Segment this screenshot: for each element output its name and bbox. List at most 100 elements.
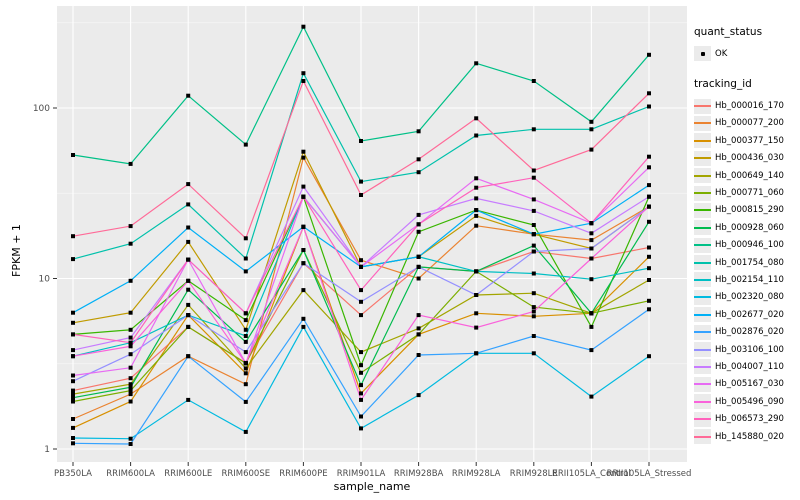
data-point [71, 320, 75, 325]
data-point [531, 79, 536, 83]
data-point [128, 442, 133, 446]
data-point [359, 363, 363, 368]
data-point [71, 395, 75, 400]
legend-item-Hb_006573_290: Hb_006573_290 [694, 410, 800, 427]
data-point [243, 318, 248, 323]
series-color-line [694, 226, 711, 229]
data-point [186, 225, 191, 230]
data-point [243, 334, 248, 338]
legend-label: Hb_000928_060 [715, 222, 784, 233]
legend-series-list: Hb_000016_170 Hb_000077_200 Hb_000377_150 H… [694, 97, 800, 445]
data-point [474, 185, 479, 190]
series-color-line [694, 174, 711, 177]
data-point [243, 361, 248, 366]
x-tick-label: RRIM600LA [106, 469, 155, 479]
legend-item-Hb_000771_060: Hb_000771_060 [694, 184, 800, 201]
data-point [589, 324, 594, 329]
data-point [243, 311, 248, 316]
legend-label: Hb_000771_060 [715, 188, 784, 199]
legend-item-Hb_003106_100: Hb_003106_100 [694, 341, 800, 358]
data-point [531, 291, 536, 296]
legend-key-line-icon [694, 289, 711, 305]
data-point [71, 234, 75, 239]
legend-label: Hb_002677_020 [715, 309, 784, 320]
data-point [474, 61, 479, 66]
legend-label: Hb_003106_100 [715, 344, 784, 355]
data-point [71, 354, 75, 359]
legend-item-Hb_000928_060: Hb_000928_060 [694, 219, 800, 236]
x-tick-label: RRIM600LE [164, 469, 212, 479]
data-point [416, 276, 421, 281]
data-point [186, 324, 191, 329]
data-point [531, 232, 536, 237]
legend-title-quant-status: quant_status [694, 26, 763, 38]
legend-item-Hb_000815_290: Hb_000815_290 [694, 202, 800, 219]
data-point [71, 425, 75, 430]
series-color-line [694, 209, 711, 212]
data-point [359, 179, 363, 184]
data-point [301, 149, 306, 154]
legend-key-line-icon [694, 255, 711, 271]
data-point [128, 241, 133, 246]
data-point [359, 299, 363, 304]
legend-label-ok: OK [715, 48, 728, 59]
data-point [416, 313, 421, 318]
plot-panel [57, 6, 687, 462]
data-point [71, 388, 75, 393]
data-point [589, 147, 594, 152]
point-marker-icon [700, 51, 705, 56]
series-color-line [694, 278, 711, 281]
legend-label: Hb_002154_110 [715, 274, 784, 285]
data-point [359, 370, 363, 375]
data-point [474, 116, 479, 121]
data-point [647, 204, 651, 209]
legend-label: Hb_001754_080 [715, 257, 784, 268]
legend-label: Hb_005167_030 [715, 379, 784, 390]
data-point [301, 155, 306, 160]
y-tick-label: 1 [44, 445, 50, 455]
data-point [474, 269, 479, 274]
legend-label: Hb_000946_100 [715, 240, 784, 251]
data-point [243, 429, 248, 434]
data-point [128, 327, 133, 332]
data-point [71, 392, 75, 397]
data-point [301, 184, 306, 189]
legend-label: Hb_004007_110 [715, 361, 784, 372]
legend-key-line-icon [694, 237, 711, 253]
data-point [359, 397, 363, 402]
data-point [531, 223, 536, 227]
data-point [647, 183, 651, 188]
data-point [647, 219, 651, 224]
data-point [589, 221, 594, 226]
data-point [243, 339, 248, 344]
legend-item-Hb_004007_110: Hb_004007_110 [694, 358, 800, 375]
data-point [531, 197, 536, 202]
legend-key-line-icon [694, 133, 711, 149]
data-point [359, 350, 363, 355]
data-point [647, 354, 651, 359]
data-point [589, 311, 594, 316]
data-point [589, 127, 594, 132]
data-point [647, 52, 651, 57]
legend-label: Hb_000436_030 [715, 153, 784, 164]
legend-item-Hb_002154_110: Hb_002154_110 [694, 271, 800, 288]
series-color-line [694, 435, 711, 438]
data-point [186, 313, 191, 318]
data-point [243, 366, 248, 371]
series-color-line [694, 105, 711, 108]
legend-key-ok [694, 46, 711, 62]
data-point [416, 264, 421, 269]
data-point [647, 154, 651, 159]
data-point [128, 388, 133, 393]
data-point [186, 302, 191, 307]
data-point [531, 208, 536, 213]
series-color-line [694, 331, 711, 334]
data-point [128, 161, 133, 166]
legend-item-Hb_000077_200: Hb_000077_200 [694, 115, 800, 132]
legend-item-Hb_000377_150: Hb_000377_150 [694, 132, 800, 149]
data-point [589, 238, 594, 243]
legend-key-line-icon [694, 411, 711, 427]
x-tick-label: PB350LA [54, 469, 92, 479]
data-point [71, 436, 75, 440]
data-point [359, 288, 363, 293]
